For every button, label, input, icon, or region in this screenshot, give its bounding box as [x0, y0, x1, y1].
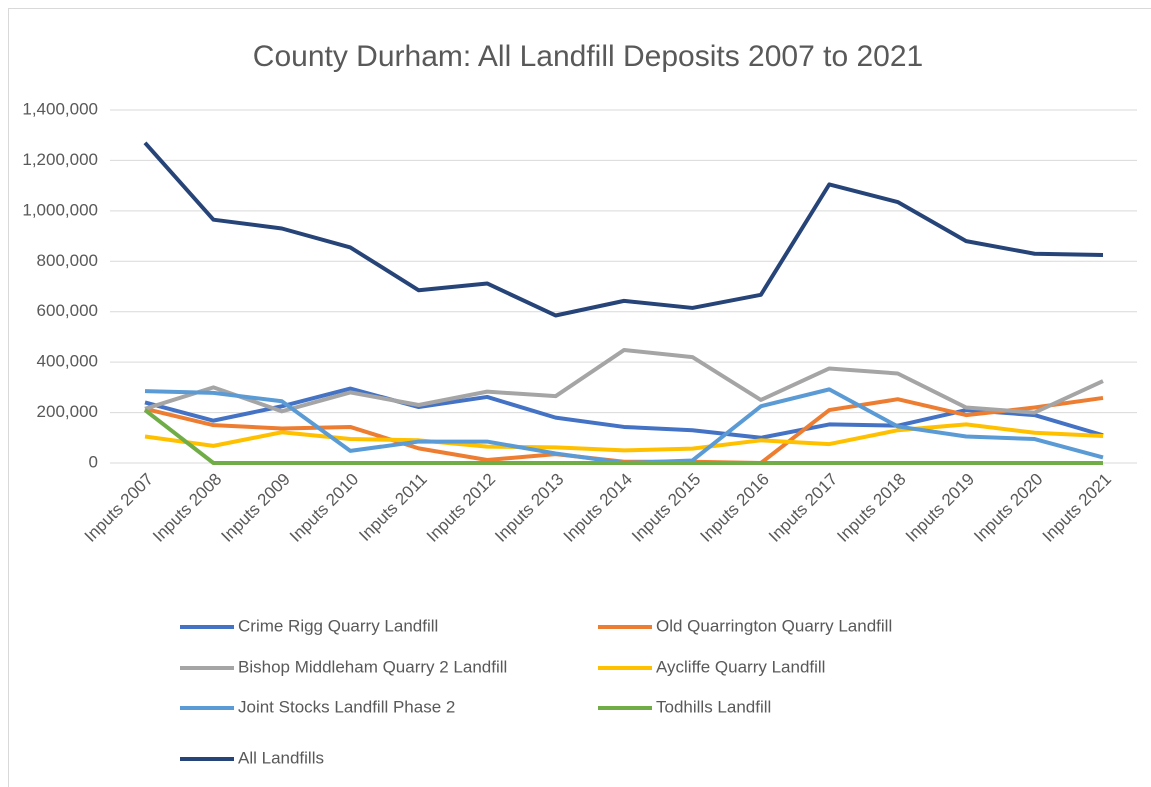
- series-line: [144, 348, 1104, 415]
- y-tick-label: 800,000: [37, 251, 98, 270]
- legend-label: Crime Rigg Quarry Landfill: [238, 616, 438, 635]
- y-tick-label: 1,400,000: [22, 99, 98, 118]
- y-tick-label: 1,000,000: [22, 200, 98, 219]
- y-tick-label: 200,000: [37, 402, 98, 421]
- legend-label: Aycliffe Quarry Landfill: [656, 657, 825, 676]
- legend-label: Bishop Middleham Quarry 2 Landfill: [238, 657, 507, 676]
- y-tick-label: 600,000: [37, 301, 98, 320]
- legend-label: Old Quarrington Quarry Landfill: [656, 616, 892, 635]
- legend-label: All Landfills: [238, 748, 324, 767]
- series-line: [144, 422, 1104, 453]
- legend-label: Todhills Landfill: [656, 697, 771, 716]
- series-line: [143, 141, 1104, 318]
- y-tick-label: 1,200,000: [22, 150, 98, 169]
- y-tick-label: 0: [89, 452, 98, 471]
- series-line: [144, 386, 1104, 440]
- chart-border: [8, 8, 1151, 787]
- series-line: [143, 408, 1103, 465]
- chart-title: County Durham: All Landfill Deposits 200…: [253, 40, 923, 73]
- y-tick-label: 400,000: [37, 352, 98, 371]
- legend-label: Joint Stocks Landfill Phase 2: [238, 697, 455, 716]
